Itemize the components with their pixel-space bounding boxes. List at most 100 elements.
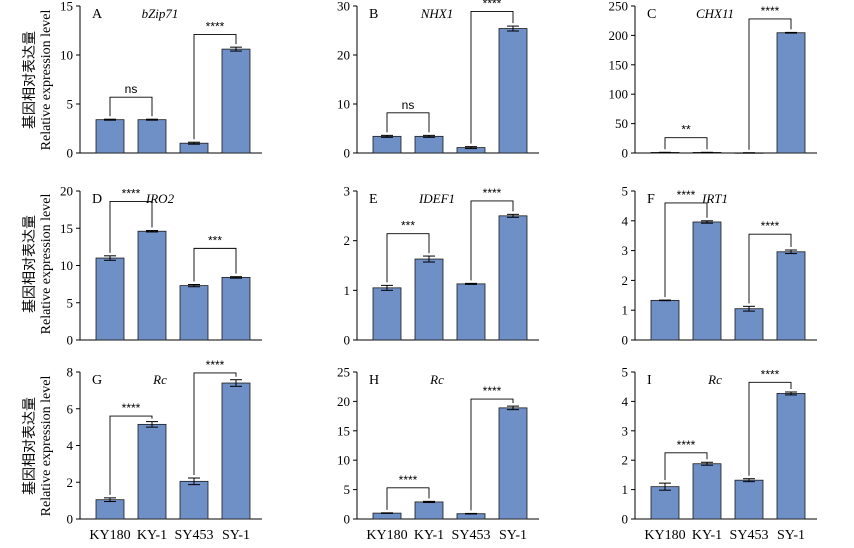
- y-tick-label: 10: [337, 453, 350, 468]
- significance-label: ****: [761, 4, 780, 18]
- chart-panel-I: 0 1 2 3 4 5 I Rc KY180 KY-1 SY453 SY-1 **** ****: [622, 365, 817, 543]
- bar: [776, 393, 806, 520]
- significance-bracket: [386, 487, 430, 510]
- x-tick-label: SY453: [175, 528, 214, 543]
- bar: [137, 119, 167, 154]
- y-tick-label: 5: [622, 184, 629, 199]
- x-tick-label: KY180: [89, 528, 130, 543]
- significance-bracket: [386, 233, 430, 283]
- significance-label: ****: [122, 401, 141, 415]
- y-tick-label: 6: [67, 401, 74, 416]
- y-tick-label: 1: [344, 283, 351, 298]
- significance-bracket: [193, 372, 237, 476]
- y-tick-label: 15: [337, 423, 350, 438]
- significance-bracket: [664, 452, 708, 481]
- significance-label: ns: [125, 82, 138, 96]
- y-tick-label: 2: [344, 233, 351, 248]
- y-tick-label: 3: [344, 184, 351, 199]
- ylabel-chinese: 基因相对表达量: [21, 397, 38, 495]
- y-tick-label: 20: [337, 394, 350, 409]
- significance-bracket: [664, 202, 708, 298]
- ylabel-english: Relative expression level: [39, 376, 54, 517]
- bar: [776, 251, 806, 341]
- y-tick-label: 0: [622, 146, 629, 161]
- y-tick-label: 2: [622, 273, 629, 288]
- ylabel-row-3: 基因相对表达量 Relative expression level: [21, 376, 54, 517]
- bar: [179, 480, 209, 520]
- bar: [498, 28, 528, 154]
- significance-label: ns: [402, 98, 415, 112]
- significance-label: ****: [483, 0, 502, 10]
- bar: [95, 499, 125, 520]
- bar: [95, 257, 125, 341]
- gene-title: CHX11: [696, 6, 734, 21]
- bar: [776, 32, 806, 154]
- bar: [95, 119, 125, 154]
- y-tick-label: 0: [344, 333, 351, 348]
- y-tick-label: 1: [622, 482, 629, 497]
- gene-title: Rc: [152, 372, 167, 387]
- bar: [692, 221, 722, 341]
- significance-label: ***: [208, 233, 222, 247]
- significance-bracket: [748, 18, 792, 150]
- x-tick-label: SY-1: [777, 528, 805, 543]
- bar: [372, 512, 402, 520]
- bar: [179, 285, 209, 341]
- x-tick-label: KY-1: [137, 528, 167, 543]
- gene-title: bZip71: [142, 6, 179, 21]
- significance-bracket: [193, 33, 237, 140]
- y-tick-label: 20: [60, 184, 73, 199]
- y-tick-label: 0: [622, 512, 629, 527]
- y-tick-label: 5: [67, 97, 74, 112]
- significance-bracket: [664, 137, 708, 150]
- significance-bracket: [109, 96, 153, 117]
- significance-label: ****: [483, 384, 502, 398]
- bar: [414, 501, 444, 520]
- gene-title: Rc: [707, 372, 722, 387]
- chart-panel-B: 0 10 20 30 B NHX1 ns ****: [337, 0, 539, 161]
- bar: [734, 308, 764, 341]
- panel-letter: G: [92, 373, 102, 388]
- y-tick-label: 150: [609, 57, 629, 72]
- y-tick-label: 0: [344, 512, 351, 527]
- significance-label: ****: [761, 367, 780, 381]
- significance-label: ****: [761, 219, 780, 233]
- ylabel-english: Relative expression level: [39, 10, 54, 151]
- chart-panel-F: 0 1 2 3 4 5 F IRT1 **** ****: [622, 184, 817, 348]
- bar: [456, 283, 486, 341]
- ylabel-chinese: 基因相对表达量: [21, 215, 38, 313]
- y-tick-label: 0: [344, 146, 351, 161]
- x-tick-label: KY-1: [692, 528, 722, 543]
- significance-bracket: [470, 200, 514, 281]
- significance-label: ****: [677, 438, 696, 452]
- y-tick-label: 200: [609, 28, 629, 43]
- significance-bracket: [386, 112, 430, 133]
- y-tick-label: 250: [609, 0, 629, 14]
- x-tick-label: KY180: [366, 528, 407, 543]
- significance-bracket: [470, 398, 514, 511]
- y-tick-label: 15: [60, 0, 73, 14]
- bar: [221, 382, 251, 520]
- bar: [414, 135, 444, 154]
- x-tick-label: SY-1: [222, 528, 250, 543]
- gene-title: IDEF1: [418, 191, 455, 206]
- y-tick-label: 15: [60, 221, 73, 236]
- y-tick-label: 2: [622, 453, 629, 468]
- y-tick-label: 25: [337, 365, 350, 380]
- significance-bracket: [748, 381, 792, 476]
- y-tick-label: 30: [337, 0, 350, 14]
- y-tick-label: 5: [67, 295, 74, 310]
- y-tick-label: 8: [67, 365, 74, 380]
- chart-panel-H: 0 5 10 15 20 25 H Rc KY180 KY-1 SY453 SY-1 **** ****: [337, 365, 539, 543]
- significance-label: **: [681, 123, 691, 137]
- y-tick-label: 0: [67, 333, 74, 348]
- bar: [221, 48, 251, 154]
- y-tick-label: 4: [67, 438, 74, 453]
- significance-label: ***: [401, 219, 415, 233]
- x-tick-label: SY453: [452, 528, 491, 543]
